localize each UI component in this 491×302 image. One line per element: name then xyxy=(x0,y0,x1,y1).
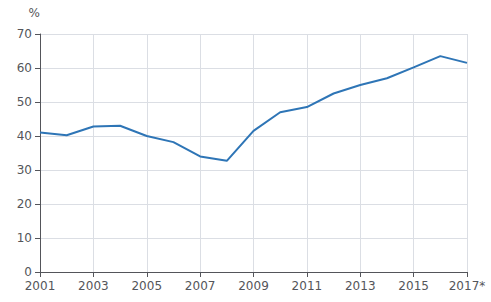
svg-text:70: 70 xyxy=(17,27,32,41)
svg-text:20: 20 xyxy=(17,197,32,211)
svg-text:2013: 2013 xyxy=(345,279,376,293)
svg-text:%: % xyxy=(29,6,40,20)
svg-text:2017*: 2017* xyxy=(449,279,486,293)
svg-text:2001: 2001 xyxy=(25,279,56,293)
svg-text:2007: 2007 xyxy=(185,279,216,293)
svg-text:2011: 2011 xyxy=(292,279,323,293)
svg-text:2015: 2015 xyxy=(398,279,429,293)
svg-text:50: 50 xyxy=(17,95,32,109)
svg-text:2005: 2005 xyxy=(131,279,162,293)
svg-text:40: 40 xyxy=(17,129,32,143)
svg-text:0: 0 xyxy=(24,265,32,279)
svg-text:10: 10 xyxy=(17,231,32,245)
svg-text:2009: 2009 xyxy=(238,279,269,293)
svg-text:30: 30 xyxy=(17,163,32,177)
svg-text:2003: 2003 xyxy=(78,279,109,293)
svg-text:60: 60 xyxy=(17,61,32,75)
